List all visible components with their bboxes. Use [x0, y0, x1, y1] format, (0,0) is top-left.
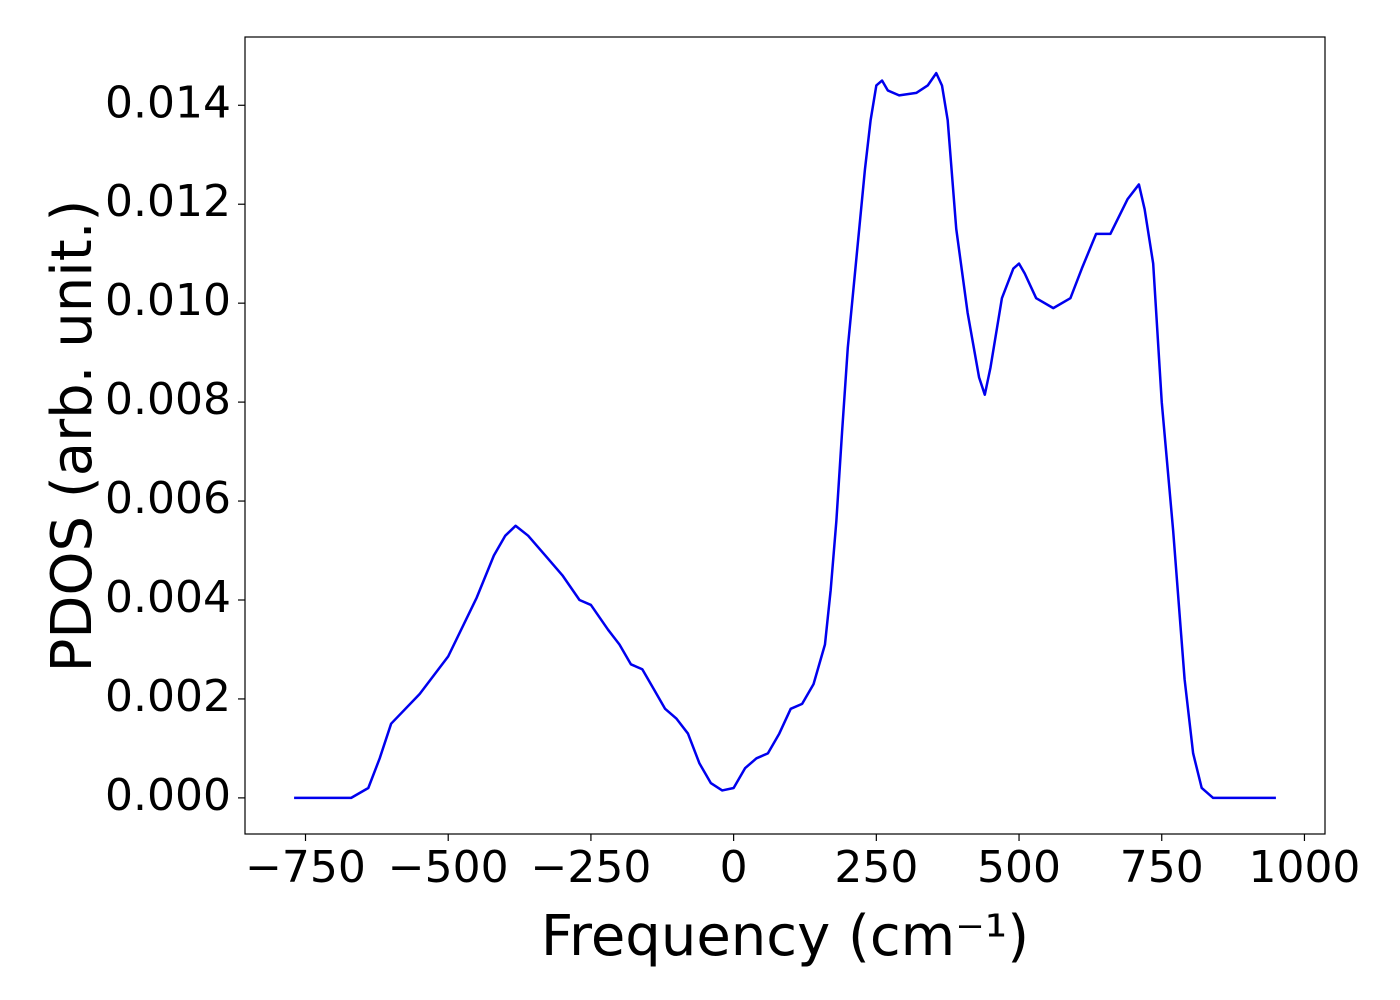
y-axis-label: PDOS (arb. unit.): [40, 200, 105, 673]
x-tick-label: −250: [530, 842, 651, 893]
y-tick-label: 0.004: [105, 572, 231, 623]
x-tick-label: 500: [977, 842, 1061, 893]
x-tick-label: −500: [388, 842, 509, 893]
data-line: [294, 71, 1276, 800]
x-tick-label: 250: [834, 842, 918, 893]
x-axis-label: Frequency (cm⁻¹): [541, 904, 1029, 969]
x-tick-label: −750: [245, 842, 366, 893]
y-tick-label: 0.010: [105, 275, 231, 326]
y-tick-label: 0.002: [105, 671, 231, 722]
y-tick-label: 0.014: [105, 77, 231, 128]
x-tick-label: 0: [720, 842, 748, 893]
x-tick-label: 1000: [1248, 842, 1360, 893]
y-tick-label: 0.012: [105, 176, 231, 227]
plot-frame: [244, 36, 1326, 835]
x-tick-label: 750: [1120, 842, 1204, 893]
y-tick-label: 0.006: [105, 473, 231, 524]
y-tick-label: 0.000: [105, 770, 231, 821]
y-tick-label: 0.008: [105, 374, 231, 425]
